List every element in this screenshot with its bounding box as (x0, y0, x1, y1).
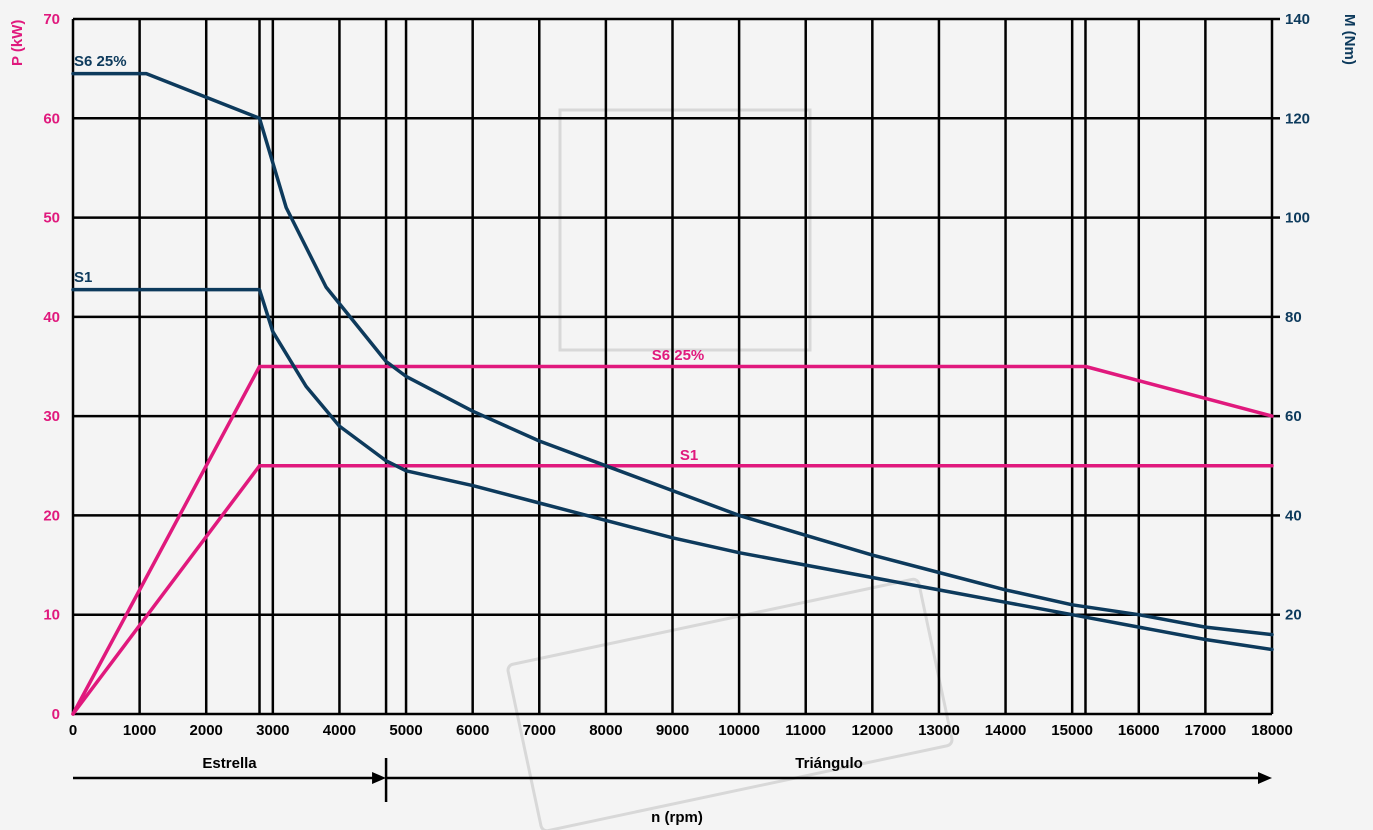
x-tick-label: 3000 (256, 722, 289, 739)
series-lines (71, 71, 1274, 716)
x-axis-title: n (rpm) (651, 809, 703, 826)
range-label: Triángulo (795, 755, 863, 772)
x-tick-label: 16000 (1118, 722, 1160, 739)
y-right-tick-label: 100 (1285, 210, 1310, 227)
series-label: S1 (680, 447, 698, 464)
y-right-tick-label: 60 (1285, 408, 1302, 425)
y-left-axis-title: P (kW) (9, 20, 26, 66)
y-left-tick-label: 60 (43, 110, 60, 127)
x-tick-label: 18000 (1251, 722, 1293, 739)
x-tick-label: 8000 (589, 722, 622, 739)
x-tick-label: 9000 (656, 722, 689, 739)
y-right-tick-label: 20 (1285, 607, 1302, 624)
x-tick-label: 6000 (456, 722, 489, 739)
series-line-torque (71, 287, 1274, 652)
y-left-tick-label: 20 (43, 507, 60, 524)
x-tick-label: 17000 (1185, 722, 1227, 739)
x-tick-label: 10000 (718, 722, 760, 739)
x-tick-label: 15000 (1051, 722, 1093, 739)
y-right-tick-label: 120 (1285, 110, 1310, 127)
range-label: Estrella (202, 755, 257, 772)
y-left-tick-label: 40 (43, 309, 60, 326)
x-tick-label: 14000 (985, 722, 1027, 739)
x-tick-label: 12000 (851, 722, 893, 739)
y-left-tick-label: 50 (43, 210, 60, 227)
y-right-axis-title: M (Nm) (1341, 14, 1358, 65)
series-line-power (71, 464, 1274, 716)
y-left-tick-label: 10 (43, 607, 60, 624)
range-arrow-head (1258, 772, 1272, 784)
x-tick-label: 11000 (785, 722, 826, 739)
y-right-tick-label: 140 (1285, 11, 1310, 28)
series-label: S1 (74, 269, 92, 286)
axis-ticks: 0 10 20 30 40 50 60 70 20 40 60 80 100 120 140 0 1000 200… (43, 11, 1310, 739)
y-right-tick-label: 80 (1285, 309, 1302, 326)
y-right-tick-label: 40 (1285, 507, 1302, 524)
y-left-tick-label: 30 (43, 408, 60, 425)
y-left-tick-label: 70 (43, 11, 60, 28)
connection-ranges: Estrella Triángulo (73, 755, 1272, 802)
series-labels: S6 25% S1 S6 25% S1 (74, 53, 704, 464)
x-tick-label: 5000 (389, 722, 422, 739)
x-tick-label: 2000 (190, 722, 223, 739)
range-arrow-head (372, 772, 387, 784)
x-tick-label: 1000 (123, 722, 156, 739)
y-left-tick-label: 0 (52, 706, 60, 723)
x-tick-label: 0 (69, 722, 77, 739)
series-label: S6 25% (652, 347, 705, 364)
series-label: S6 25% (74, 53, 127, 70)
series-line-torque (71, 71, 1274, 637)
x-tick-label: 7000 (523, 722, 556, 739)
x-tick-label: 4000 (323, 722, 356, 739)
background-watermark (506, 108, 954, 830)
series-line-power (71, 364, 1274, 716)
x-tick-label: 13000 (918, 722, 960, 739)
